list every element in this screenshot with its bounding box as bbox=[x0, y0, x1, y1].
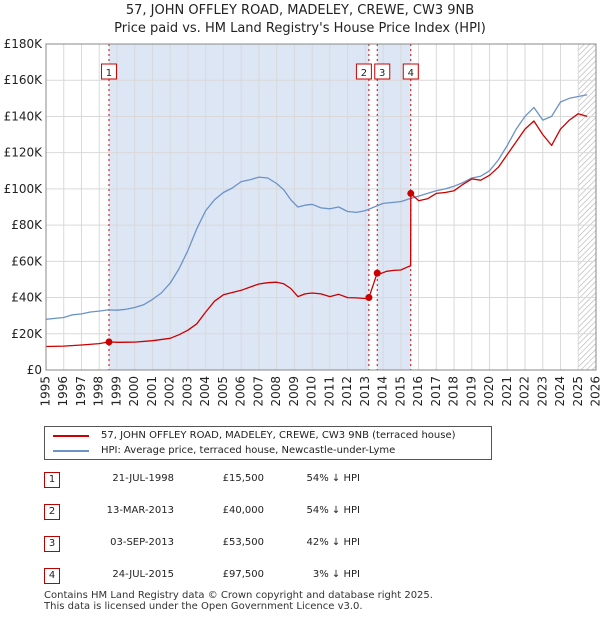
x-tick-label: 2024 bbox=[553, 376, 567, 407]
legend-swatch-hpi bbox=[53, 450, 89, 452]
x-tick-label: 2001 bbox=[145, 376, 159, 407]
x-tick-label: 2023 bbox=[535, 376, 549, 407]
sale-hpi-diff: 3% ↓ HPI bbox=[312, 569, 360, 580]
price-chart: £0 £20K £40K £60K £80K £100K £120K £140K £160K £1… bbox=[4, 37, 600, 407]
x-tick-label: 2026 bbox=[589, 376, 600, 407]
x-tick-label: 2018 bbox=[447, 376, 461, 407]
x-tick-label: 2004 bbox=[198, 376, 212, 407]
table-row: 1 21-JUL-1998 £15,500 54% ↓ HPI bbox=[44, 472, 404, 488]
x-tick-label: 2011 bbox=[322, 376, 336, 407]
chart-legend: 57, JOHN OFFLEY ROAD, MADELEY, CREWE, CW… bbox=[44, 426, 492, 460]
table-row: 2 13-MAR-2013 £40,000 54% ↓ HPI bbox=[44, 504, 404, 520]
x-tick-label: 2022 bbox=[518, 376, 532, 407]
y-tick-label: £20K bbox=[11, 327, 43, 341]
sale-label-box-frame bbox=[402, 63, 419, 80]
footer: Contains HM Land Registry data © Crown c… bbox=[44, 590, 433, 612]
sale-date: 24-JUL-2015 bbox=[112, 569, 174, 580]
x-tick-label: 2017 bbox=[429, 376, 443, 407]
table-row: 3 03-SEP-2013 £53,500 42% ↓ HPI bbox=[44, 536, 404, 552]
x-tick-label: 1996 bbox=[56, 376, 70, 407]
footer-copyright: Contains HM Land Registry data © Crown c… bbox=[44, 590, 433, 601]
sale-number-badge: 4 bbox=[44, 568, 60, 584]
legend-swatch-price bbox=[53, 435, 89, 437]
sale-number-badge: 1 bbox=[44, 472, 60, 488]
y-tick-label: £160K bbox=[4, 73, 44, 87]
x-tick-label: 2005 bbox=[216, 376, 230, 407]
sale-price: £40,000 bbox=[222, 505, 264, 516]
x-tick-label: 2025 bbox=[571, 376, 585, 407]
y-tick-label: £140K bbox=[4, 109, 44, 123]
sale-point-4 bbox=[407, 189, 415, 197]
x-tick-label: 2020 bbox=[482, 376, 496, 407]
legend-label-price: 57, JOHN OFFLEY ROAD, MADELEY, CREWE, CW… bbox=[101, 430, 456, 441]
y-tick-label: £80K bbox=[11, 218, 43, 232]
x-tick-label: 2012 bbox=[340, 376, 354, 407]
x-tick-label: 2008 bbox=[269, 376, 283, 407]
y-tick-label: £60K bbox=[11, 254, 43, 268]
sale-label-box-frame bbox=[355, 63, 372, 80]
x-tick-label: 2002 bbox=[163, 376, 177, 407]
x-tick-label: 2016 bbox=[411, 376, 425, 407]
sale-date: 13-MAR-2013 bbox=[106, 505, 174, 516]
sale-point-1 bbox=[105, 338, 113, 346]
y-tick-label: £100K bbox=[4, 182, 44, 196]
sale-hpi-diff: 54% ↓ HPI bbox=[306, 473, 360, 484]
x-tick-label: 2007 bbox=[251, 376, 265, 407]
sale-label-box-3: 3 bbox=[374, 63, 391, 80]
sale-hpi-diff: 42% ↓ HPI bbox=[306, 537, 360, 548]
x-tick-label: 2019 bbox=[464, 376, 478, 407]
shaded-range-2 bbox=[377, 44, 411, 370]
sale-hpi-diff: 54% ↓ HPI bbox=[306, 505, 360, 516]
x-tick-label: 2010 bbox=[305, 376, 319, 407]
sale-point-2 bbox=[365, 294, 373, 302]
sale-label-box-frame bbox=[100, 63, 117, 80]
x-tick-label: 2006 bbox=[234, 376, 248, 407]
x-tick-label: 1999 bbox=[109, 376, 123, 407]
plot-border bbox=[45, 43, 597, 371]
sale-label-box-1: 1 bbox=[100, 63, 117, 80]
x-tick-label: 1997 bbox=[74, 376, 88, 407]
x-tick-label: 2003 bbox=[180, 376, 194, 407]
hatched-area bbox=[578, 44, 596, 370]
chart-title: 57, JOHN OFFLEY ROAD, MADELEY, CREWE, CW… bbox=[125, 3, 475, 18]
sale-date: 03-SEP-2013 bbox=[110, 537, 174, 548]
x-tick-label: 2021 bbox=[500, 376, 514, 407]
legend-label-hpi: HPI: Average price, terraced house, Newc… bbox=[101, 445, 396, 456]
y-tick-label: £120K bbox=[4, 146, 44, 160]
y-tick-label: £0 bbox=[27, 363, 42, 377]
sale-number-badge: 3 bbox=[44, 536, 60, 552]
y-tick-label: £180K bbox=[4, 37, 44, 51]
table-row: 4 24-JUL-2015 £97,500 3% ↓ HPI bbox=[44, 568, 404, 584]
chart-subtitle: Price paid vs. HM Land Registry's House … bbox=[114, 21, 486, 36]
x-tick-label: 2014 bbox=[376, 376, 390, 407]
y-tick-label: £40K bbox=[11, 291, 43, 305]
sale-price: £15,500 bbox=[222, 473, 264, 484]
sale-date: 21-JUL-1998 bbox=[112, 473, 174, 484]
sale-label-number: 4 bbox=[408, 68, 414, 79]
x-tick-label: 1995 bbox=[39, 376, 53, 407]
sale-label-box-4: 4 bbox=[402, 63, 419, 80]
sale-number-badge: 2 bbox=[44, 504, 60, 520]
x-tick-label: 2000 bbox=[127, 376, 141, 407]
sale-price: £53,500 bbox=[222, 537, 264, 548]
sale-price: £97,500 bbox=[222, 569, 264, 580]
sale-label-box-frame bbox=[374, 63, 391, 80]
sale-label-box-2: 2 bbox=[355, 63, 372, 80]
sale-label-number: 2 bbox=[361, 68, 367, 79]
footer-license: This data is licensed under the Open Gov… bbox=[44, 601, 363, 612]
sale-label-number: 1 bbox=[106, 68, 112, 79]
x-tick-label: 2013 bbox=[358, 376, 372, 407]
price-paid-line bbox=[45, 113, 588, 348]
x-tick-label: 2009 bbox=[287, 376, 301, 407]
sale-label-number: 3 bbox=[379, 68, 385, 79]
sale-point-3 bbox=[373, 269, 381, 277]
hpi-line bbox=[45, 94, 588, 320]
x-tick-label: 1998 bbox=[92, 376, 106, 407]
x-tick-label: 2015 bbox=[393, 376, 407, 407]
